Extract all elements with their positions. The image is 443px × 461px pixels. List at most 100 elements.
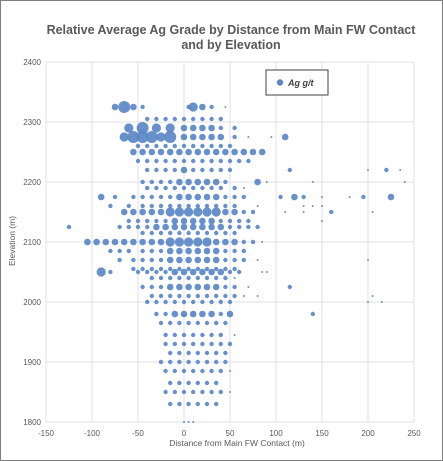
data-bubble bbox=[97, 193, 105, 201]
data-bubble bbox=[168, 203, 173, 209]
data-bubble bbox=[163, 389, 168, 395]
data-bubble bbox=[180, 310, 188, 318]
data-bubble bbox=[321, 205, 323, 207]
data-bubble bbox=[329, 209, 334, 215]
data-bubble bbox=[311, 205, 314, 207]
data-bubble bbox=[232, 248, 237, 254]
data-bubble bbox=[237, 269, 242, 275]
data-bubble bbox=[200, 143, 205, 149]
data-bubble bbox=[361, 194, 366, 200]
data-bubble bbox=[227, 218, 233, 224]
data-bubble bbox=[218, 158, 223, 164]
data-bubble bbox=[154, 143, 159, 149]
legend: Ag g/t bbox=[265, 69, 329, 96]
data-bubble bbox=[145, 143, 150, 149]
data-bubble bbox=[191, 185, 196, 191]
data-bubble bbox=[172, 389, 177, 395]
data-bubble bbox=[199, 223, 206, 231]
data-bubble bbox=[281, 133, 289, 141]
data-bubble bbox=[301, 194, 306, 200]
data-bubble bbox=[177, 401, 182, 407]
data-bubble bbox=[209, 143, 214, 149]
data-bubble bbox=[157, 238, 165, 246]
data-bubble bbox=[211, 207, 221, 217]
data-bubble bbox=[154, 269, 159, 275]
data-bubble bbox=[222, 148, 229, 156]
data-bubble bbox=[186, 359, 191, 365]
data-bubble bbox=[176, 148, 183, 156]
data-bubble bbox=[241, 239, 246, 245]
data-bubble bbox=[158, 194, 164, 200]
data-bubble bbox=[223, 248, 228, 254]
data-bubble bbox=[204, 380, 210, 386]
data-bubble bbox=[256, 205, 259, 207]
data-bubble bbox=[287, 284, 292, 290]
data-bubble bbox=[66, 224, 72, 230]
data-bubble bbox=[218, 341, 223, 347]
data-bubble bbox=[135, 224, 141, 230]
data-bubble bbox=[171, 310, 179, 318]
data-bubble bbox=[126, 218, 131, 224]
data-bubble bbox=[284, 211, 287, 213]
data-bubble bbox=[227, 143, 233, 149]
data-bubble bbox=[131, 266, 136, 272]
data-bubble bbox=[176, 283, 183, 291]
data-bubble bbox=[130, 238, 137, 246]
data-bubble bbox=[223, 230, 228, 236]
data-bubble bbox=[154, 218, 159, 224]
data-bubble bbox=[149, 257, 154, 263]
data-bubble bbox=[223, 275, 228, 281]
data-bubble bbox=[148, 208, 156, 216]
data-bubble bbox=[135, 143, 141, 149]
data-bubble bbox=[231, 148, 238, 156]
data-bubble bbox=[135, 218, 141, 224]
data-bubble bbox=[186, 275, 191, 281]
data-bubble bbox=[302, 205, 305, 207]
data-bubble bbox=[157, 148, 165, 156]
data-bubble bbox=[158, 359, 164, 365]
data-bubble bbox=[218, 125, 223, 131]
legend-box bbox=[265, 69, 329, 96]
data-bubble bbox=[199, 103, 206, 111]
data-bubble bbox=[208, 223, 215, 231]
data-bubble bbox=[191, 143, 196, 149]
data-bubble bbox=[227, 158, 233, 164]
data-bubble bbox=[204, 401, 210, 407]
data-bubble bbox=[218, 311, 223, 317]
data-bubble bbox=[194, 193, 202, 201]
data-bubble bbox=[200, 332, 205, 338]
data-bubble bbox=[208, 310, 215, 318]
y-tick-label: 1800 bbox=[23, 418, 41, 427]
data-bubble bbox=[166, 256, 174, 264]
data-bubble bbox=[194, 148, 202, 156]
data-bubble bbox=[222, 238, 229, 246]
data-bubble bbox=[214, 293, 219, 299]
x-tick-label: 250 bbox=[407, 429, 421, 438]
gridlines bbox=[45, 61, 415, 423]
data-bubble bbox=[195, 320, 200, 326]
data-bubble bbox=[163, 311, 168, 317]
data-bubble bbox=[265, 271, 268, 273]
data-bubble bbox=[158, 257, 164, 263]
data-bubble bbox=[233, 277, 236, 279]
data-bubble bbox=[217, 133, 225, 141]
data-bubble bbox=[195, 230, 200, 236]
data-bubble bbox=[203, 283, 211, 291]
data-bubble bbox=[195, 359, 200, 365]
data-bubble bbox=[176, 178, 183, 186]
data-bubble bbox=[204, 359, 210, 365]
data-bubble bbox=[229, 391, 231, 393]
data-bubble bbox=[158, 284, 164, 290]
data-bubble bbox=[200, 389, 205, 395]
data-bubble bbox=[124, 123, 134, 133]
data-bubble bbox=[117, 257, 122, 263]
data-bubble bbox=[209, 167, 214, 173]
data-bubble bbox=[168, 275, 173, 281]
data-bubble bbox=[191, 158, 196, 164]
data-bubble bbox=[145, 116, 150, 122]
y-tick-label: 1900 bbox=[23, 358, 41, 367]
data-bubble bbox=[255, 224, 260, 230]
data-bubble bbox=[242, 187, 245, 189]
data-bubble bbox=[186, 293, 191, 299]
data-bubble bbox=[191, 341, 196, 347]
